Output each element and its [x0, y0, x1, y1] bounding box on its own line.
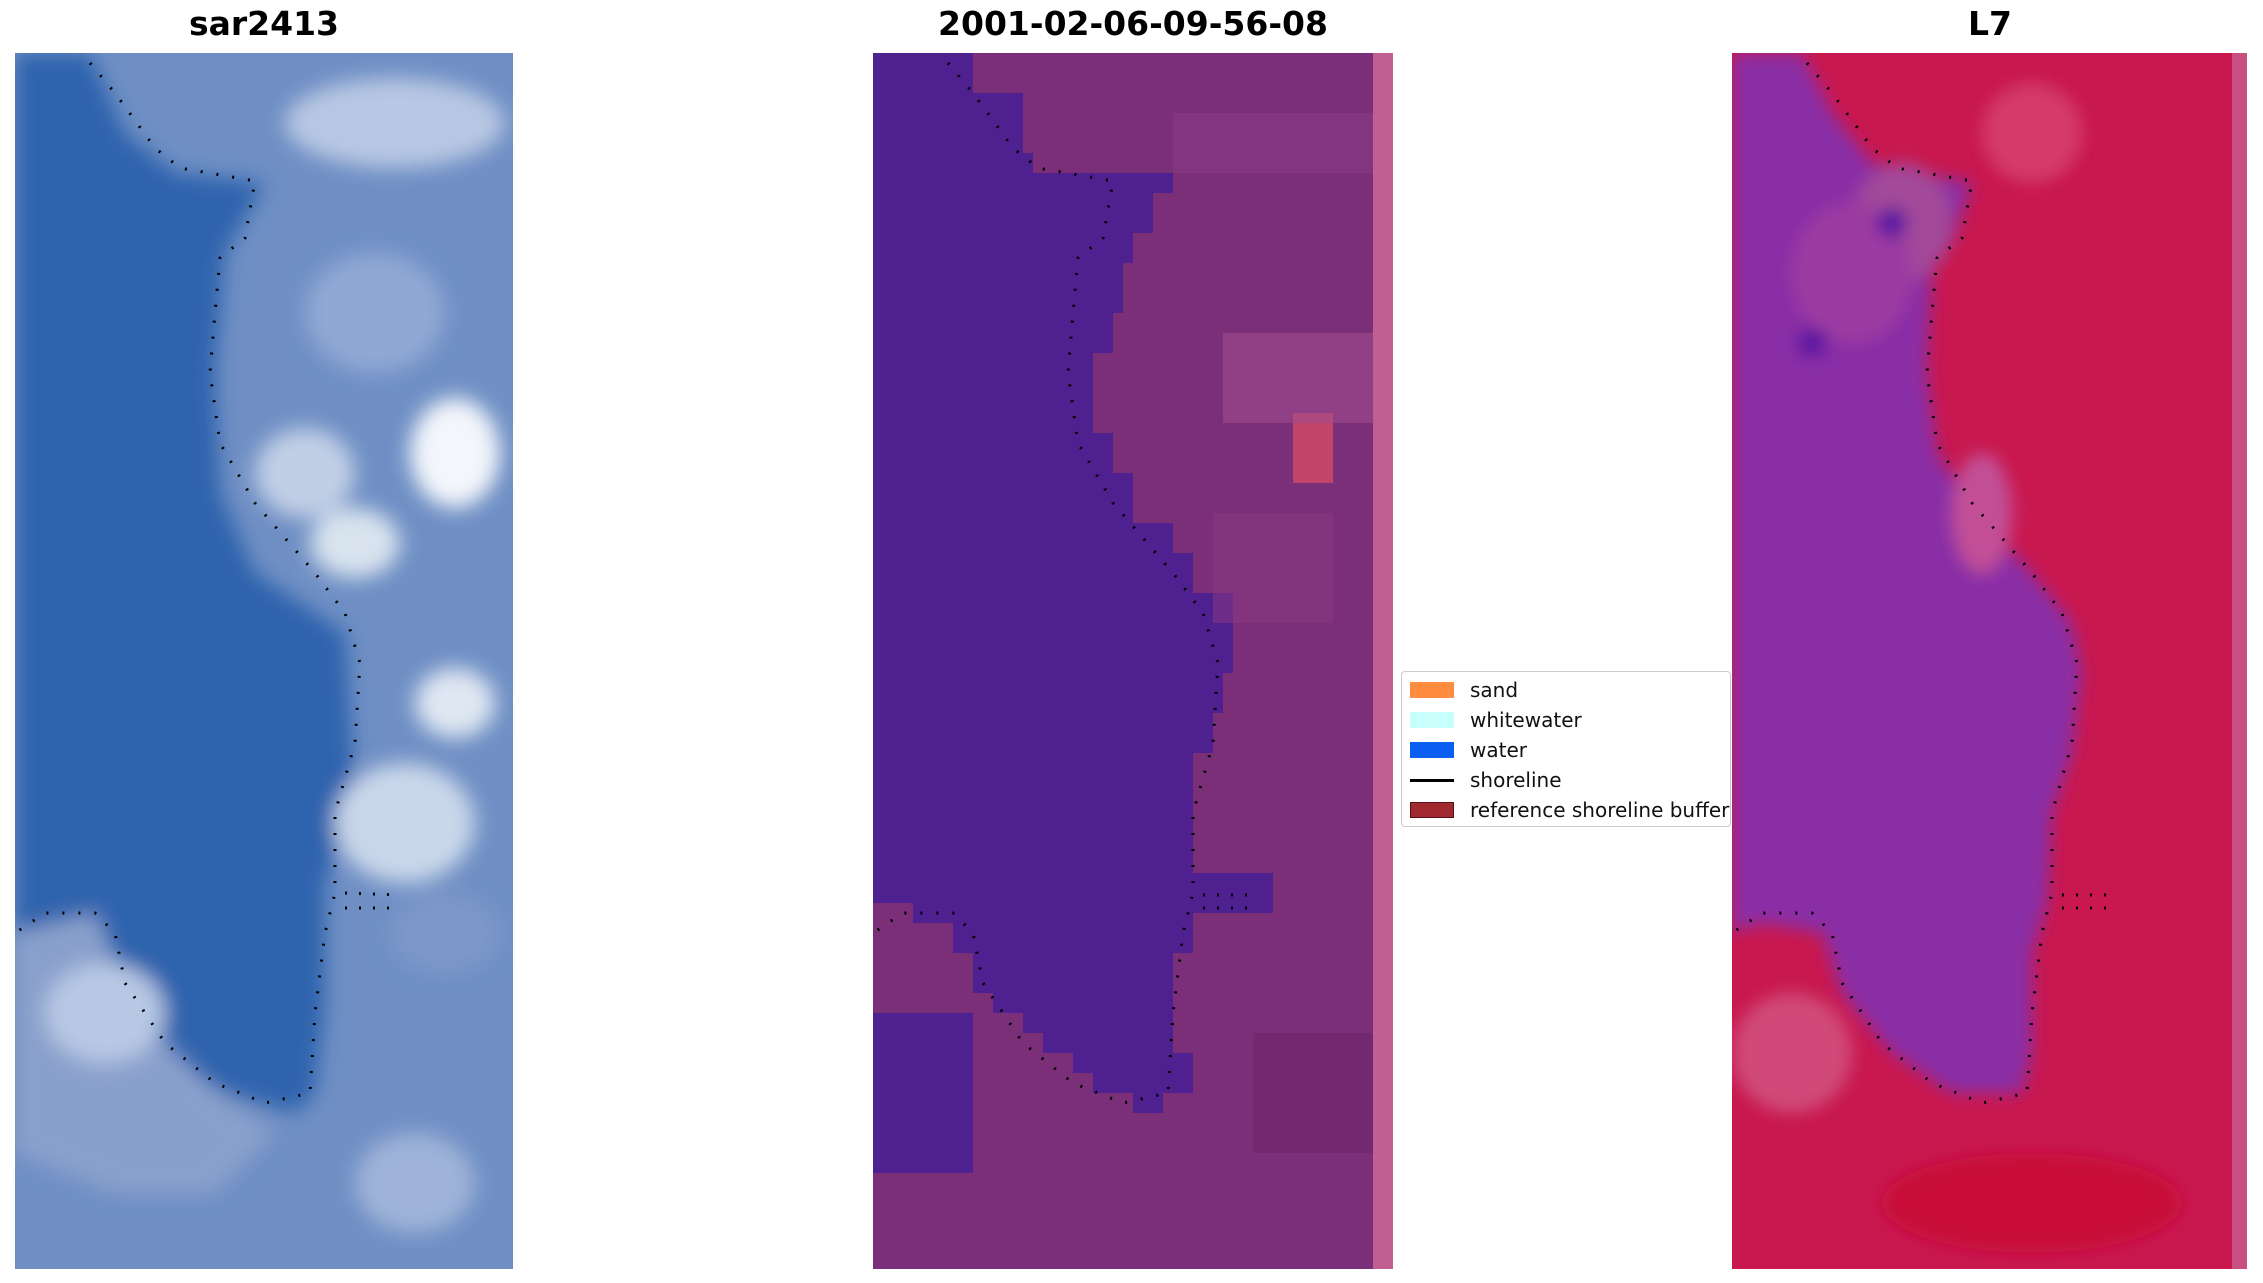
legend-item-shoreline: shoreline [1410, 768, 1562, 792]
legend-item-reference-buffer: reference shoreline buffer [1410, 798, 1729, 822]
rgb-image [15, 53, 513, 1269]
legend-label: sand [1470, 678, 1519, 702]
rgb-image-panel [15, 53, 513, 1269]
shoreline-line-swatch [1410, 778, 1454, 782]
classification-image [873, 53, 1393, 1269]
legend-item-sand: sand [1410, 678, 1518, 702]
whitewater-swatch [1410, 712, 1454, 728]
panel-title-index: L7 [1968, 4, 2012, 43]
image-strip [1373, 53, 1393, 1269]
legend-label: water [1470, 738, 1527, 762]
index-image [1732, 53, 2247, 1269]
reference-buffer-swatch [1410, 802, 1454, 818]
water-swatch [1410, 742, 1454, 758]
legend-item-water: water [1410, 738, 1527, 762]
panel-title-classification: 2001-02-06-09-56-08 [938, 4, 1328, 43]
image-strip [2232, 53, 2247, 1269]
legend-label: reference shoreline buffer [1470, 798, 1730, 822]
classification-panel [873, 53, 1393, 1269]
index-image-panel [1732, 53, 2247, 1269]
legend-item-whitewater: whitewater [1410, 708, 1582, 732]
legend-label: whitewater [1470, 708, 1582, 732]
panel-title-rgb: sar2413 [188, 4, 340, 43]
sand-swatch [1410, 682, 1454, 698]
legend: sand whitewater water shoreline referenc… [1401, 671, 1731, 827]
legend-label: shoreline [1470, 768, 1562, 792]
